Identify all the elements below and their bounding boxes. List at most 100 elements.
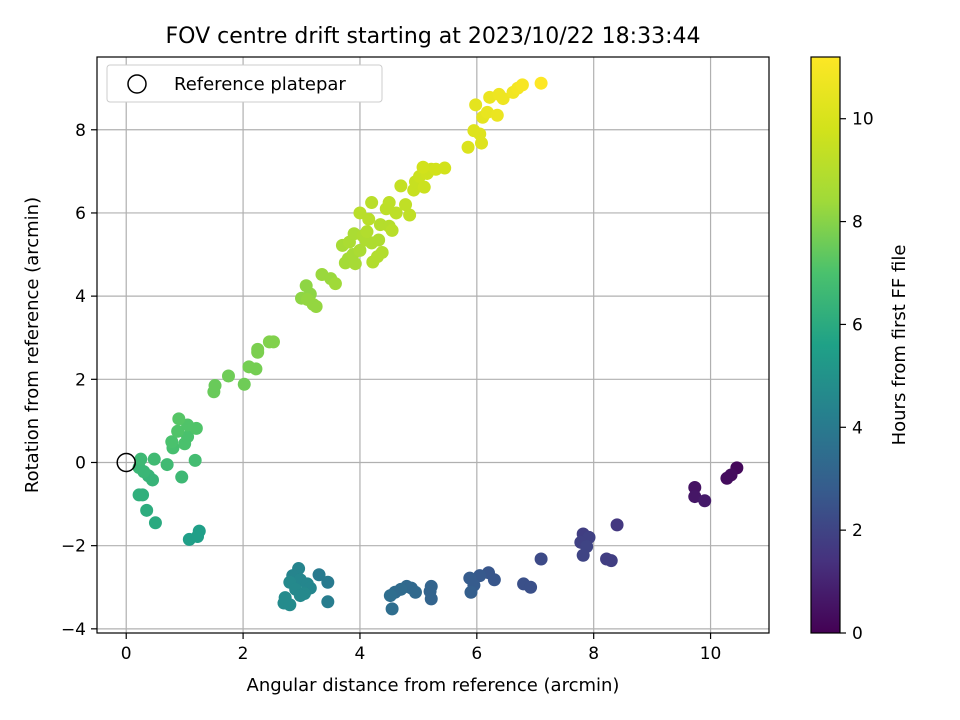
scatter-point	[438, 161, 452, 175]
scatter-point	[389, 206, 403, 220]
x-tick-label: 6	[471, 644, 482, 664]
colorbar-ticks: 0 2 4 6 8 10	[840, 110, 874, 644]
chart-title: FOV centre drift starting at 2023/10/22 …	[166, 24, 701, 49]
x-tick-label: 0	[121, 644, 132, 664]
x-tick-label: 10	[700, 644, 722, 664]
scatter-point	[188, 453, 202, 467]
scatter-point	[328, 277, 342, 291]
scatter-point	[417, 180, 431, 194]
x-tick-label: 8	[588, 644, 599, 664]
scatter-point	[160, 458, 174, 472]
scatter-point	[140, 503, 154, 517]
scatter-point	[283, 598, 297, 612]
colorbar-label: Hours from first FF file	[889, 245, 910, 446]
scatter-point	[362, 212, 376, 226]
scatter-point	[221, 369, 235, 383]
colorbar-tick-label: 6	[852, 315, 863, 335]
scatter-point	[134, 452, 148, 466]
x-tick-label: 4	[355, 644, 366, 664]
scatter-point	[610, 518, 624, 532]
scatter-point	[132, 488, 146, 502]
scatter-point	[309, 300, 323, 314]
y-tick-label: 0	[75, 453, 86, 473]
colorbar-tick-label: 2	[852, 521, 863, 541]
legend-box	[106, 64, 383, 103]
scatter-point	[487, 573, 501, 587]
scatter-point	[165, 435, 179, 449]
scatter-point	[237, 377, 251, 391]
scatter-point	[312, 568, 326, 582]
scatter-point	[473, 569, 487, 583]
plot-frame	[96, 56, 770, 634]
scatter-point	[321, 575, 335, 589]
y-tick-label: 8	[75, 121, 86, 141]
scatter-point	[353, 243, 367, 257]
scatter-point	[383, 589, 397, 603]
scatter-point	[461, 140, 475, 154]
scatter-point	[172, 412, 186, 426]
scatter-point	[604, 554, 618, 568]
y-tick-label: 6	[75, 204, 86, 224]
legend-marker-icon	[127, 74, 147, 94]
scatter-point	[490, 108, 504, 122]
grid-lines	[97, 57, 769, 633]
scatter-point	[399, 198, 413, 212]
scatter-point	[266, 335, 280, 349]
y-tick-label: 2	[75, 370, 86, 390]
scatter-point	[182, 532, 196, 546]
scatter-point	[147, 452, 161, 466]
scatter-point	[688, 480, 702, 494]
scatter-point	[208, 379, 222, 393]
scatter-point	[321, 595, 335, 609]
y-axis-label: Rotation from reference (arcmin)	[22, 197, 43, 493]
scatter-point	[496, 92, 510, 106]
plot-area	[97, 57, 769, 633]
y-tick-label: −2	[61, 537, 86, 557]
scatter-point	[249, 362, 263, 376]
legend: Reference platepar	[106, 64, 383, 103]
colorbar-tick-label: 8	[852, 213, 863, 233]
scatter-point	[424, 592, 438, 606]
scatter-point	[698, 494, 712, 508]
scatter-point	[480, 105, 494, 119]
scatter-point	[382, 196, 396, 210]
scatter-point	[385, 602, 399, 616]
scatter-point	[372, 233, 386, 247]
scatter-point	[524, 580, 538, 594]
colorbar-tick-label: 10	[852, 110, 874, 130]
scatter-point	[293, 589, 307, 603]
x-axis-label: Angular distance from reference (arcmin)	[247, 675, 620, 696]
scatter-point	[403, 208, 417, 222]
scatter-points	[132, 76, 744, 616]
scatter-point	[148, 516, 162, 530]
reference-point-marker	[116, 452, 136, 473]
x-tick-label: 2	[238, 644, 249, 664]
scatter-point	[408, 585, 422, 599]
colorbar-tick-label: 4	[852, 418, 863, 438]
scatter-point	[688, 490, 702, 504]
scatter-point	[515, 78, 529, 92]
scatter-point	[576, 548, 590, 562]
colorbar	[810, 56, 841, 634]
scatter-point	[720, 471, 734, 485]
scatter-point	[416, 160, 430, 174]
scatter-point	[171, 424, 185, 438]
scatter-point	[181, 430, 195, 444]
scatter-point	[475, 136, 489, 150]
y-axis-ticks: −4 −2 0 2 4 6 8	[61, 121, 97, 640]
x-axis-ticks: 0 2 4 6 8 10	[121, 633, 722, 664]
scatter-point	[251, 342, 265, 356]
legend-label: Reference platepar	[174, 74, 346, 95]
scatter-point	[175, 470, 189, 484]
scatter-point	[534, 76, 548, 90]
scatter-point	[385, 223, 399, 237]
scatter-point	[360, 225, 374, 239]
colorbar-tick-label: 0	[852, 624, 863, 644]
scatter-point	[394, 179, 408, 193]
scatter-point	[300, 292, 314, 306]
scatter-point	[365, 196, 379, 210]
scatter-point	[370, 250, 384, 264]
scatter-point	[534, 552, 548, 566]
scatter-point	[464, 585, 478, 599]
